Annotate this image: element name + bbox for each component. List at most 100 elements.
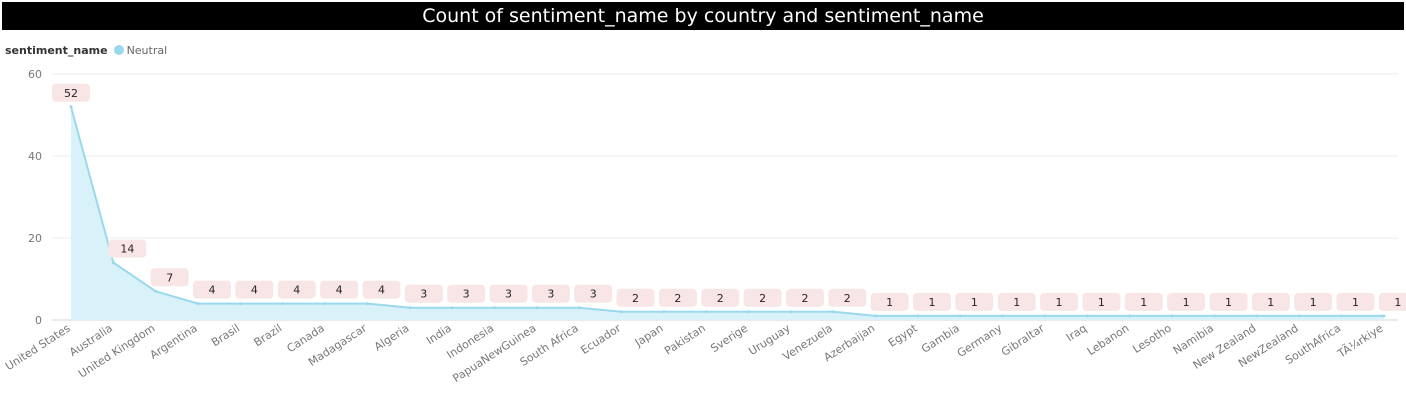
data-label-bg (1336, 292, 1375, 311)
data-label-bg (785, 288, 824, 307)
x-tick-label: United Kingdom (76, 322, 157, 381)
data-label: 1 (1225, 296, 1232, 309)
data-label-bg (616, 288, 655, 307)
data-label-bg (743, 288, 782, 307)
data-point (323, 302, 327, 306)
y-tick-label: 0 (35, 314, 42, 327)
data-point (1001, 314, 1005, 318)
data-label-bg (193, 280, 232, 299)
x-tick-label: Japan (632, 322, 666, 350)
x-tick-label: Argentina (148, 322, 200, 362)
data-point (662, 310, 666, 314)
data-point (111, 261, 115, 265)
data-label: 1 (1013, 296, 1020, 309)
data-label-bg (150, 268, 189, 287)
data-label-bg (913, 292, 951, 311)
data-point (450, 306, 454, 310)
data-label: 2 (717, 292, 724, 305)
x-tick-label: TÃ¼rkiye (1335, 321, 1386, 361)
y-tick-label: 20 (28, 232, 42, 245)
data-label-bg (52, 83, 90, 102)
data-label: 4 (336, 284, 343, 297)
data-label: 2 (801, 292, 808, 305)
data-label-bg (235, 280, 274, 299)
data-label: 2 (844, 292, 851, 305)
legend-entry-neutral[interactable]: Neutral (126, 43, 168, 57)
data-label: 3 (547, 288, 554, 301)
data-label: 1 (1183, 296, 1190, 309)
data-label-bg (1294, 292, 1333, 311)
x-tick-label: Lesotho (1130, 321, 1174, 356)
data-label-bg (489, 284, 528, 303)
data-label-bg (574, 284, 613, 303)
data-point (493, 306, 496, 310)
data-label-bg (1378, 292, 1406, 311)
y-tick-label: 60 (28, 68, 42, 81)
data-label: 4 (209, 284, 216, 297)
x-tick-label: United States (3, 321, 73, 373)
data-label: 7 (166, 271, 173, 284)
data-label: 2 (632, 292, 639, 305)
data-point (916, 314, 920, 318)
data-label-bg (1040, 292, 1079, 311)
data-label-bg (658, 288, 697, 307)
data-point (365, 302, 369, 306)
data-point (1128, 314, 1132, 318)
x-tick-label: Lebanon (1085, 322, 1132, 359)
data-label: 4 (378, 284, 385, 297)
data-point (196, 302, 200, 306)
data-label: 2 (674, 292, 681, 305)
data-point (874, 314, 878, 318)
data-label-bg (828, 288, 867, 307)
data-point (620, 310, 624, 314)
data-label-bg (997, 292, 1036, 311)
data-label-bg (531, 284, 570, 303)
x-tick-label: Algeria (372, 322, 412, 354)
data-point (1212, 314, 1216, 318)
data-label-bg (404, 284, 443, 303)
data-label: 4 (293, 284, 300, 297)
data-point (69, 105, 73, 109)
data-label: 14 (120, 243, 134, 256)
data-label-bg (870, 292, 909, 311)
data-point (238, 302, 242, 306)
data-label: 1 (1267, 296, 1274, 309)
series-line-neutral (70, 106, 1384, 317)
x-tick-label: India (424, 322, 454, 348)
data-point (1382, 314, 1386, 318)
data-label-bg (320, 280, 359, 299)
data-point (1170, 314, 1174, 318)
y-tick-label: 40 (28, 150, 42, 163)
x-tick-label: Brasil (209, 322, 242, 350)
data-label: 1 (971, 296, 978, 309)
data-label: 1 (1098, 296, 1105, 309)
data-point (1043, 314, 1047, 318)
data-point (408, 306, 412, 310)
data-label-bg (1209, 292, 1248, 311)
x-tick-label: Brazil (252, 322, 285, 350)
data-label-bg (277, 280, 316, 299)
x-tick-label: Iraq (1064, 322, 1089, 345)
data-point (789, 310, 793, 314)
data-label: 1 (1352, 296, 1359, 309)
data-label-bg (362, 280, 401, 299)
x-tick-label: Sverige (708, 321, 750, 355)
legend-marker (113, 45, 124, 55)
data-point (1085, 314, 1089, 318)
data-point (535, 306, 539, 310)
data-label-bg (447, 284, 486, 303)
x-tick-label: Gibraltar (999, 321, 1047, 359)
data-label-bg (701, 288, 740, 307)
x-tick-label: Germany (955, 321, 1005, 360)
data-point (281, 302, 285, 306)
data-point (1255, 314, 1259, 318)
data-label: 1 (1310, 296, 1317, 309)
chart-title: Count of sentiment_name by country and s… (2, 2, 1404, 30)
data-point (747, 310, 751, 314)
data-point (831, 310, 835, 314)
data-point (1340, 314, 1343, 318)
data-point (154, 289, 158, 293)
x-tick-label: Ecuador (578, 321, 623, 357)
data-label-bg (955, 292, 994, 311)
data-label: 3 (590, 288, 597, 301)
